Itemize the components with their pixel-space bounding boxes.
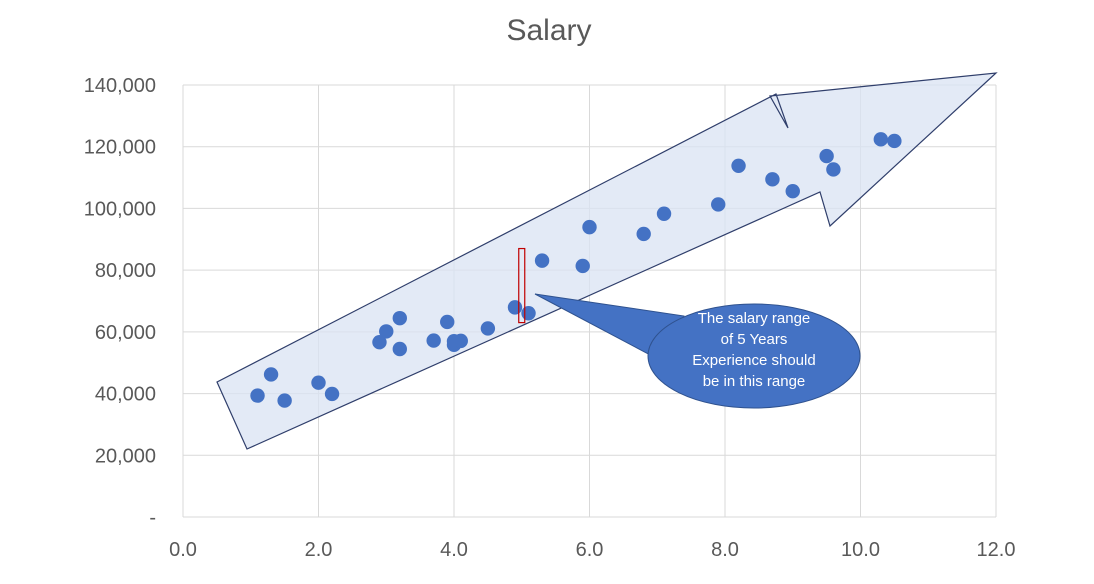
- y-tick-label: 20,000: [95, 445, 156, 467]
- data-point: [311, 375, 326, 390]
- data-point: [392, 341, 407, 357]
- data-point: [480, 321, 496, 336]
- trend-arrow: [216, 72, 998, 450]
- data-point: [873, 132, 889, 147]
- x-tick-label: 4.0: [440, 539, 468, 561]
- data-point: [582, 219, 597, 235]
- data-point: [372, 335, 387, 350]
- x-tick-label: 12.0: [977, 539, 1016, 561]
- x-tick-label: 0.0: [169, 539, 197, 561]
- data-point: [575, 258, 590, 274]
- y-tick-label: 140,000: [84, 75, 156, 97]
- data-point: [636, 226, 651, 242]
- data-point: [250, 388, 265, 403]
- data-point: [324, 386, 340, 402]
- trend-arrow-layer: [216, 72, 998, 450]
- y-tick-label: 60,000: [95, 322, 156, 344]
- callout-text-line: of 5 Years: [721, 331, 788, 348]
- x-tick-label: 2.0: [305, 539, 333, 561]
- data-point: [534, 253, 550, 268]
- callout-text-line: Experience should: [692, 352, 815, 369]
- x-tick-label: 6.0: [576, 539, 604, 561]
- chart-title: Salary: [506, 14, 591, 47]
- data-points: [250, 132, 902, 408]
- data-point: [507, 300, 523, 315]
- data-point: [731, 158, 746, 174]
- data-point: [819, 148, 834, 164]
- y-tick-label: 80,000: [95, 260, 156, 282]
- data-point: [887, 133, 902, 149]
- y-tick-label: -: [149, 507, 156, 529]
- data-point: [656, 206, 672, 221]
- data-point: [392, 310, 407, 326]
- callout-text-line: The salary range: [698, 310, 811, 327]
- y-tick-label: 40,000: [95, 384, 156, 406]
- data-point: [711, 197, 726, 212]
- x-tick-label: 8.0: [711, 539, 739, 561]
- highlight-range-box: [518, 247, 526, 324]
- x-tick-label: 10.0: [841, 539, 880, 561]
- data-point: [440, 314, 455, 330]
- data-point: [826, 162, 841, 177]
- data-point: [453, 333, 468, 349]
- callout-text-line: be in this range: [703, 373, 806, 390]
- data-point: [426, 333, 441, 348]
- annotation-layer: The salary range of 5 Years Experience sho…: [518, 247, 861, 409]
- data-point: [277, 393, 292, 408]
- data-point: [263, 367, 279, 382]
- callout-bubble: [647, 303, 861, 409]
- axis-tick-labels: 0.0 2.0 4.0 6.0 8.0 10.0 12.0 - 20,000 40,000 60,0…: [84, 75, 1016, 561]
- y-tick-label: 100,000: [84, 198, 156, 220]
- data-point: [521, 306, 536, 321]
- data-point: [785, 184, 800, 199]
- data-point: [765, 172, 780, 187]
- data-point: [379, 324, 394, 339]
- y-tick-label: 120,000: [84, 137, 156, 159]
